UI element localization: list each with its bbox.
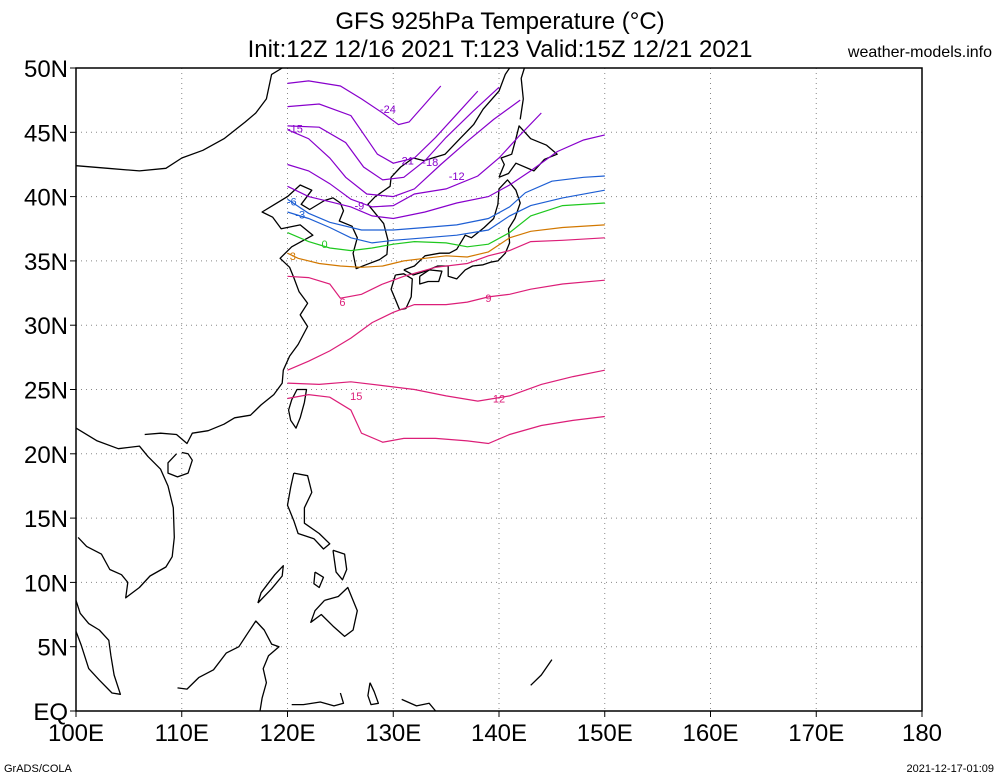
contour-label: -24 <box>380 104 396 116</box>
coastline <box>144 67 511 445</box>
lon-tick-label: 130E <box>365 720 421 747</box>
coastline <box>403 179 521 280</box>
lat-tick-label: 25N <box>24 378 68 405</box>
contour-line <box>287 175 605 231</box>
coastline <box>332 549 348 581</box>
coastline <box>519 67 526 120</box>
map-subtitle: Init:12Z 12/16 2021 T:123 Valid:15Z 12/2… <box>247 36 753 63</box>
coastline <box>286 472 331 550</box>
lat-tick-label: 10N <box>24 570 68 597</box>
coastline <box>75 67 283 172</box>
contour-line <box>287 279 605 371</box>
coastline <box>177 620 280 712</box>
site-label: weather-models.info <box>847 44 992 61</box>
temperature-contours: -24 -21 -18 -15 -12 -9 -6-3 0 3 6 9 12 15 <box>287 80 605 445</box>
contour-label: -9 <box>355 201 365 213</box>
contour-label: 12 <box>493 394 505 406</box>
map-frame <box>75 67 923 712</box>
coastline <box>313 571 325 589</box>
coastline <box>75 600 122 695</box>
footer-credit: GrADS/COLA <box>4 763 72 775</box>
lon-tick-label: 160E <box>682 720 738 747</box>
coastline <box>257 565 284 604</box>
coastline <box>310 586 358 638</box>
axis-labels: 100E 110E 120E 130E 140E 150E 160E 170E 180 EQ 5N 1… <box>24 56 942 747</box>
coastline <box>498 125 558 178</box>
map-title: GFS 925hPa Temperature (°C) <box>335 8 665 35</box>
lat-tick-label: 35N <box>24 249 68 276</box>
coastline <box>291 692 345 707</box>
contour-label: -15 <box>287 123 303 135</box>
contour-label: 0 <box>321 239 327 251</box>
contour-label: -3 <box>295 210 305 222</box>
contour-line <box>287 393 605 445</box>
coastline <box>167 451 193 478</box>
contour-line <box>287 134 605 220</box>
contour-label: 15 <box>350 391 362 403</box>
contour-line <box>287 189 605 244</box>
lon-tick-label: 180 <box>902 720 942 747</box>
coastline <box>401 698 437 712</box>
coastline <box>287 388 308 429</box>
contour-label: -6 <box>287 197 297 209</box>
contour-line <box>287 99 521 198</box>
coastline <box>367 682 380 706</box>
lon-tick-label: 140E <box>471 720 527 747</box>
lat-tick-label: 30N <box>24 313 68 340</box>
contour-line <box>287 202 605 252</box>
contour-line <box>287 86 500 181</box>
lat-tick-label: 45N <box>24 120 68 147</box>
contour-line <box>287 90 479 164</box>
contour-line <box>287 237 605 299</box>
lon-tick-label: 150E <box>577 720 633 747</box>
footer-timestamp: 2021-12-17-01:09 <box>906 763 994 775</box>
lat-tick-label: EQ <box>33 699 68 726</box>
lat-tick-label: 5N <box>37 635 68 662</box>
coastlines <box>75 67 558 712</box>
contour-line <box>287 112 542 208</box>
contour-label: -12 <box>449 171 465 183</box>
grid-lines <box>76 68 922 711</box>
coastline <box>75 427 175 599</box>
lon-tick-label: 120E <box>259 720 315 747</box>
lat-tick-label: 20N <box>24 442 68 469</box>
contour-line <box>287 80 442 126</box>
contour-line <box>287 369 605 402</box>
lon-tick-label: 170E <box>788 720 844 747</box>
contour-label: 9 <box>485 293 491 305</box>
contour-line <box>287 224 605 268</box>
contour-label: -18 <box>422 157 438 169</box>
lon-tick-label: 110E <box>155 720 209 747</box>
coastline <box>530 659 553 686</box>
lat-tick-label: 50N <box>24 56 68 83</box>
contour-label: 3 <box>290 251 296 263</box>
lon-tick-label: 100E <box>48 720 104 747</box>
lat-tick-label: 40N <box>24 185 68 212</box>
contour-label: 6 <box>339 297 345 309</box>
coastline <box>419 269 443 285</box>
lat-tick-label: 15N <box>24 506 68 533</box>
contour-label: -21 <box>398 156 414 168</box>
